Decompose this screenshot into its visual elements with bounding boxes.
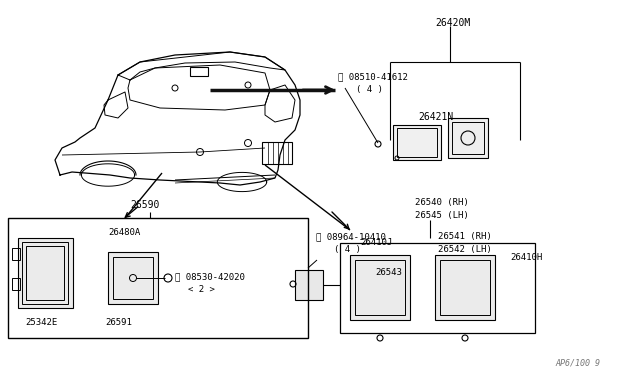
Bar — [295, 270, 323, 300]
Text: 26410H: 26410H — [510, 253, 542, 262]
Text: 26543: 26543 — [375, 268, 402, 277]
Bar — [12, 248, 20, 260]
Bar — [8, 218, 308, 338]
Bar — [393, 125, 441, 160]
Bar — [12, 278, 20, 290]
Bar — [18, 238, 73, 308]
Bar — [108, 252, 158, 304]
Text: 26540 (RH): 26540 (RH) — [415, 198, 468, 207]
Text: 25342E: 25342E — [25, 318, 57, 327]
Text: 26590: 26590 — [130, 200, 159, 210]
Text: 26541 (RH): 26541 (RH) — [438, 232, 492, 241]
Bar — [397, 128, 437, 157]
Bar — [355, 260, 405, 315]
Text: Ⓜ 08530-42020: Ⓜ 08530-42020 — [175, 272, 245, 281]
Text: ( 4 ): ( 4 ) — [356, 85, 383, 94]
Bar — [26, 246, 64, 300]
Bar — [22, 242, 68, 304]
Bar — [340, 243, 535, 333]
Bar — [435, 255, 495, 320]
Bar — [113, 257, 153, 299]
Text: 26480A: 26480A — [108, 228, 140, 237]
Text: Ⓜ 08510-41612: Ⓜ 08510-41612 — [338, 72, 408, 81]
Bar — [452, 122, 484, 154]
Bar — [262, 142, 292, 164]
Text: 26591: 26591 — [105, 318, 132, 327]
Bar — [440, 260, 490, 315]
Bar — [448, 118, 488, 158]
Bar — [350, 255, 410, 320]
Text: 26420M: 26420M — [435, 18, 470, 28]
Bar — [190, 67, 208, 76]
Text: 26410J: 26410J — [360, 238, 392, 247]
Text: ( 4 ): ( 4 ) — [334, 245, 361, 254]
Text: 26421N: 26421N — [418, 112, 453, 122]
Text: 26545 (LH): 26545 (LH) — [415, 211, 468, 220]
Text: Ⓝ 08964-10410: Ⓝ 08964-10410 — [316, 232, 386, 241]
Text: < 2 >: < 2 > — [188, 285, 215, 294]
Text: AP6/100 9: AP6/100 9 — [555, 358, 600, 367]
Text: 26542 (LH): 26542 (LH) — [438, 245, 492, 254]
